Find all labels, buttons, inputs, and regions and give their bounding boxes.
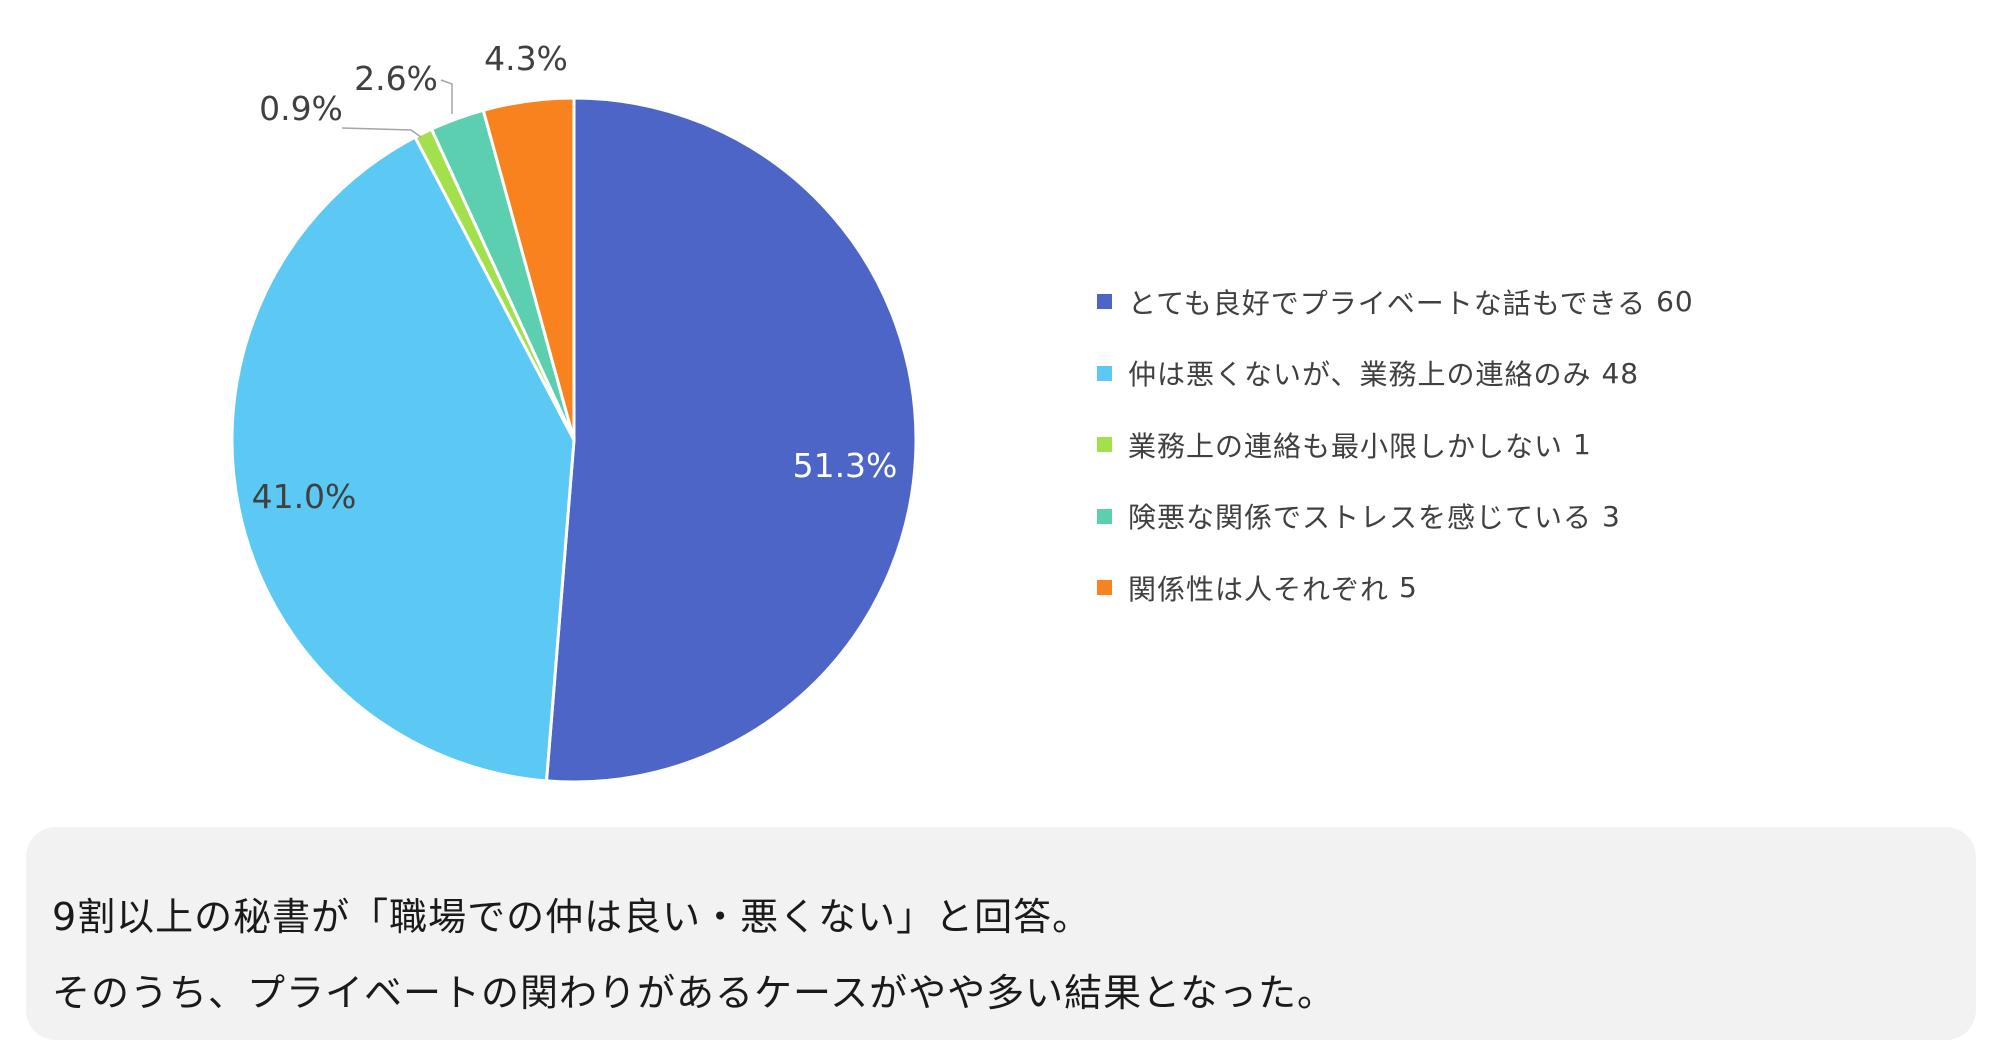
caption-line-2: そのうち、プライベートの関わりがあるケースがやや多い結果となった。 <box>52 971 1336 1015</box>
legend-item: 業務上の連絡も最小限しかしない 1 <box>1097 409 1977 481</box>
data-label: 51.3% <box>793 446 898 485</box>
legend-label: とても良好でプライベートな話もできる <box>1128 286 1647 320</box>
legend-value: 3 <box>1602 499 1621 533</box>
caption-box: 9割以上の秘書が「職場での仲は良い・悪くない」と回答。 そのうち、プライベートの… <box>26 827 1976 1040</box>
legend-label: 険悪な関係でストレスを感じている <box>1128 501 1593 535</box>
legend-value: 1 <box>1573 428 1592 462</box>
data-label: 41.0% <box>252 477 357 516</box>
leader-lines <box>341 79 453 138</box>
legend-swatch <box>1097 437 1112 453</box>
data-label: 0.9% <box>259 89 343 128</box>
legend-item: 険悪な関係でストレスを感じている 3 <box>1097 481 1977 553</box>
legend-swatch <box>1097 508 1112 524</box>
pie-chart: 51.3% 41.0% 0.9% 2.6% 4.3% <box>230 39 918 784</box>
pie-slice <box>481 96 576 441</box>
legend-item: 仲は悪くないが、業務上の連絡のみ 48 <box>1097 338 1977 410</box>
caption-line-1: 9割以上の秘書が「職場での仲は良い・悪くない」と回答。 <box>52 895 1092 939</box>
legend-label: 業務上の連絡も最小限しかしない <box>1128 429 1564 463</box>
pie-slice <box>230 135 576 783</box>
legend-swatch <box>1097 580 1112 596</box>
legend-swatch <box>1097 365 1112 381</box>
legend-item: とても良好でプライベートな話もできる 60 <box>1097 266 1977 338</box>
legend-item: 関係性は人それぞれ 5 <box>1097 552 1977 624</box>
data-label: 4.3% <box>484 39 568 78</box>
legend-label: 関係性は人それぞれ <box>1128 572 1390 606</box>
legend-value: 60 <box>1656 285 1694 319</box>
leader-line <box>440 79 453 114</box>
data-labels: 51.3% 41.0% 0.9% 2.6% 4.3% <box>252 39 898 516</box>
legend-swatch <box>1097 294 1112 310</box>
pie-slices <box>230 96 918 784</box>
legend-label: 仲は悪くないが、業務上の連絡のみ <box>1128 358 1592 392</box>
data-label: 2.6% <box>354 59 438 98</box>
leader-line <box>341 127 422 138</box>
legend-value: 48 <box>1601 356 1640 390</box>
legend: とても良好でプライベートな話もできる 60 仲は悪くないが、業務上の連絡のみ 4… <box>1097 266 1977 624</box>
legend-value: 5 <box>1399 571 1418 605</box>
pie-slice <box>544 96 918 784</box>
